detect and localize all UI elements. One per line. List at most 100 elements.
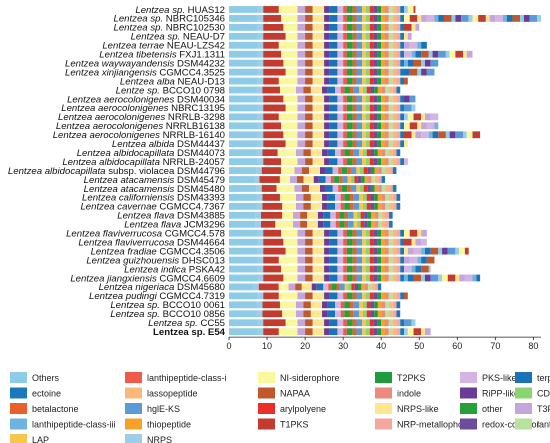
bar-segment xyxy=(263,50,282,58)
bar-segment xyxy=(297,158,306,166)
bar-segment xyxy=(389,220,393,228)
bar-segment xyxy=(374,310,378,318)
bar-segment xyxy=(288,283,296,291)
bar-segment xyxy=(417,229,422,237)
bar-segment xyxy=(371,176,375,183)
bar-segment xyxy=(346,15,353,22)
bar-segment xyxy=(362,328,366,336)
bar-segment xyxy=(312,59,325,67)
bar-segment xyxy=(256,167,262,174)
bar-segment xyxy=(373,319,378,327)
bar-segment xyxy=(307,211,318,219)
bar-segment xyxy=(337,23,344,31)
bar-segment xyxy=(389,86,393,94)
bar-segment xyxy=(388,319,393,327)
bar-segment xyxy=(363,310,367,318)
bar-segment xyxy=(285,32,298,40)
legend-swatch xyxy=(460,387,477,399)
bar-segment xyxy=(369,104,374,112)
bar-segment xyxy=(337,77,344,85)
bar-segment xyxy=(335,211,340,219)
bar-segment xyxy=(426,256,435,264)
bar-segment xyxy=(363,194,367,201)
bar-segment xyxy=(385,220,390,228)
bar-segment xyxy=(381,149,386,157)
bar-segment xyxy=(327,301,336,309)
bar-segment xyxy=(366,310,371,318)
bar-segment xyxy=(396,140,401,148)
bar-segment xyxy=(396,86,401,94)
legend-item: T1PKS xyxy=(258,418,309,430)
bar-segment xyxy=(312,32,325,40)
x-tick-label: 60 xyxy=(452,341,462,351)
bar-segment xyxy=(365,292,370,300)
bar-segment xyxy=(329,131,338,139)
bar-segment xyxy=(381,86,386,94)
bar-segment xyxy=(346,319,353,327)
bar-segment xyxy=(282,211,294,219)
bar-segment xyxy=(385,292,389,300)
legend-label: Others xyxy=(32,373,60,383)
bar-segment xyxy=(325,185,333,192)
bar-segment xyxy=(263,292,279,300)
bar-segment xyxy=(400,50,405,58)
bar-segment xyxy=(373,229,378,237)
bar-segment xyxy=(396,238,401,246)
bar-segment xyxy=(263,41,279,49)
bar-segment xyxy=(324,68,330,76)
bar-segment xyxy=(356,77,363,85)
bar-segment xyxy=(392,167,397,174)
bar-segment xyxy=(381,211,386,219)
bar-segment xyxy=(278,328,298,336)
bar-segment xyxy=(229,77,258,85)
bar-segment xyxy=(417,122,422,130)
bar-segment xyxy=(263,23,284,31)
bar-segment xyxy=(421,15,427,22)
bar-segment xyxy=(369,319,374,327)
bar-segment xyxy=(263,32,286,40)
bar-segment xyxy=(476,274,481,282)
bar-segment xyxy=(365,158,370,166)
bar-segment xyxy=(263,229,282,237)
bar-segment xyxy=(388,68,393,76)
bar-segment xyxy=(417,15,422,22)
bar-segment xyxy=(377,122,382,130)
bar-segment xyxy=(426,15,435,22)
bar-segment xyxy=(351,176,355,183)
legend-label: NRPS-like xyxy=(397,404,439,414)
bar-segment xyxy=(337,256,344,264)
bar-segment xyxy=(365,247,370,255)
strain-label: Lentzea albidocapillata subsp. violacea … xyxy=(8,166,225,177)
bar-segment xyxy=(312,274,325,282)
bar-segment xyxy=(356,328,363,336)
bar-segment xyxy=(324,274,330,282)
bar-segment xyxy=(400,113,405,121)
bar-segment xyxy=(346,247,353,255)
strain-label: Lentze sp. BCCO10 0798 xyxy=(116,85,225,96)
bar-segment xyxy=(385,6,389,13)
bar-segment xyxy=(349,202,354,210)
bar-segment xyxy=(257,247,264,255)
bar-segment xyxy=(257,158,264,166)
bar-segment xyxy=(421,238,427,246)
bar-segment xyxy=(312,292,325,300)
bar-segment xyxy=(389,301,393,309)
bar-segment xyxy=(229,41,258,49)
bar-segment xyxy=(400,95,405,103)
bar-segment xyxy=(369,15,374,22)
bar-segment xyxy=(404,247,408,255)
bar-segment xyxy=(343,229,347,237)
bar-segment xyxy=(396,149,401,157)
bar-segment xyxy=(336,283,340,291)
bar-segment xyxy=(385,131,389,139)
bar-segment xyxy=(353,86,360,94)
bar-segment xyxy=(229,23,258,31)
bar-segment xyxy=(369,265,374,273)
bar-segment xyxy=(352,95,357,103)
bar-segment xyxy=(370,167,375,174)
bar-segment xyxy=(297,122,306,130)
bar-segment xyxy=(381,23,385,31)
bar-segment xyxy=(392,185,397,192)
bar-segment xyxy=(229,59,258,67)
